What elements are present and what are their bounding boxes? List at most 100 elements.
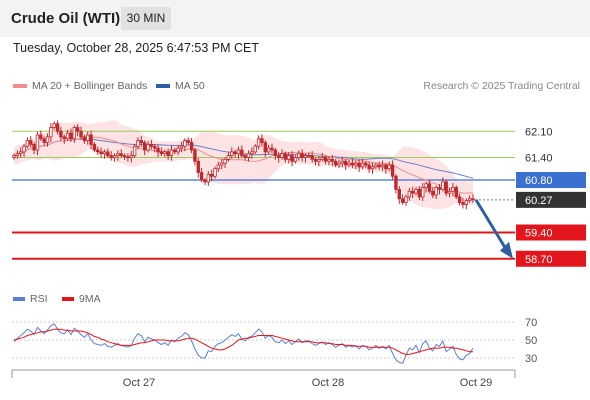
candle-body (166, 151, 170, 157)
candle-body (96, 149, 100, 153)
candle-body (377, 164, 381, 168)
copyright: Research © 2025 Trading Central (423, 80, 580, 92)
candle-body (313, 158, 318, 162)
candle-body (102, 151, 107, 155)
level-tag-58.70 (516, 250, 586, 267)
candle-body (169, 149, 174, 157)
candle-body (223, 158, 227, 164)
candle-body (467, 198, 472, 202)
candle-body (431, 190, 435, 196)
candle-body (189, 142, 194, 151)
candle-body (444, 181, 448, 194)
candle-body (240, 149, 244, 157)
candle-body (441, 181, 445, 190)
candle-body (337, 162, 341, 166)
candle-body (86, 134, 90, 142)
candle-body (79, 130, 83, 138)
candle-body (330, 158, 334, 162)
bollinger-band (14, 120, 473, 210)
rsi-label: RSI (30, 293, 48, 305)
candle-body (39, 134, 43, 140)
legend-ma50: MA 50 (156, 80, 205, 92)
candle-body (350, 162, 355, 166)
candle-body (310, 155, 314, 160)
candle-body (340, 160, 345, 164)
candle-body (370, 166, 375, 170)
candle-body (213, 168, 217, 177)
candle-body (307, 155, 311, 158)
candle-body (186, 140, 190, 143)
candle-body (62, 136, 66, 140)
candle-body (163, 151, 167, 155)
candle-body (397, 188, 401, 200)
candle-body (35, 134, 40, 151)
candle-body (454, 187, 458, 198)
candle-body (421, 187, 425, 198)
candle-body (357, 162, 361, 168)
candle-body (32, 143, 36, 151)
candles (12, 120, 475, 210)
ma50-label: MA 50 (175, 80, 205, 92)
candle-body (19, 151, 23, 155)
candle-body (417, 188, 422, 198)
instrument-title: Crude Oil (WTI) (11, 10, 121, 27)
candle-body (156, 147, 160, 153)
candle-body (263, 142, 267, 153)
rsi-line (13, 323, 474, 364)
ma20-swatch-icon (13, 84, 27, 89)
candle-body (92, 143, 97, 151)
candle-body (461, 202, 465, 205)
candle-body (196, 160, 200, 173)
candle-body (99, 151, 103, 155)
candle-body (270, 147, 274, 151)
legend-ma20: MA 20 + Bollinger Bands (13, 80, 147, 92)
candle-body (226, 155, 231, 160)
candle-body (15, 153, 20, 157)
candle-body (119, 153, 123, 157)
rsi-tick-30: 30 (525, 353, 537, 365)
candle-body (457, 196, 462, 203)
candle-body (82, 136, 87, 142)
candle-body (464, 200, 468, 205)
candle-body (45, 136, 50, 143)
candle-body (323, 157, 328, 162)
candle-body (112, 155, 117, 158)
rsi-swatch-icon (13, 297, 25, 302)
candle-body (236, 149, 241, 155)
candle-body (343, 160, 348, 166)
header-bar: Crude Oil (WTI) 30 MIN (0, 0, 590, 37)
x-tick-label: Oct 27 (123, 377, 155, 389)
candle-body (253, 145, 257, 153)
candle-body (139, 140, 144, 143)
candle-body (142, 142, 147, 151)
level-tag-60.80 (516, 172, 586, 188)
candle-body (55, 123, 60, 132)
candle-body (364, 162, 368, 166)
candle-body (280, 153, 284, 158)
candle-body (179, 145, 184, 149)
candle-body (25, 140, 30, 147)
candle-body (209, 173, 214, 177)
candle-body (159, 151, 164, 155)
ma9-label: 9MA (79, 293, 101, 305)
candle-body (12, 155, 16, 158)
ma50-swatch-icon (156, 84, 170, 89)
candle-body (206, 173, 211, 183)
candle-body (374, 164, 378, 168)
candle-body (72, 127, 77, 140)
candle-body (116, 153, 120, 157)
candle-body (59, 130, 63, 138)
candle-body (293, 157, 298, 162)
candle-body (447, 190, 452, 194)
candle-body (300, 153, 304, 158)
candle-body (106, 151, 110, 157)
candle-body (230, 151, 234, 157)
candle-body (303, 155, 308, 158)
candle-body (360, 162, 365, 168)
candle-body (69, 132, 73, 140)
candle-body (317, 158, 321, 162)
candle-body (109, 155, 113, 158)
interval-badge[interactable]: 30 MIN (121, 7, 171, 30)
candle-body (451, 187, 455, 192)
